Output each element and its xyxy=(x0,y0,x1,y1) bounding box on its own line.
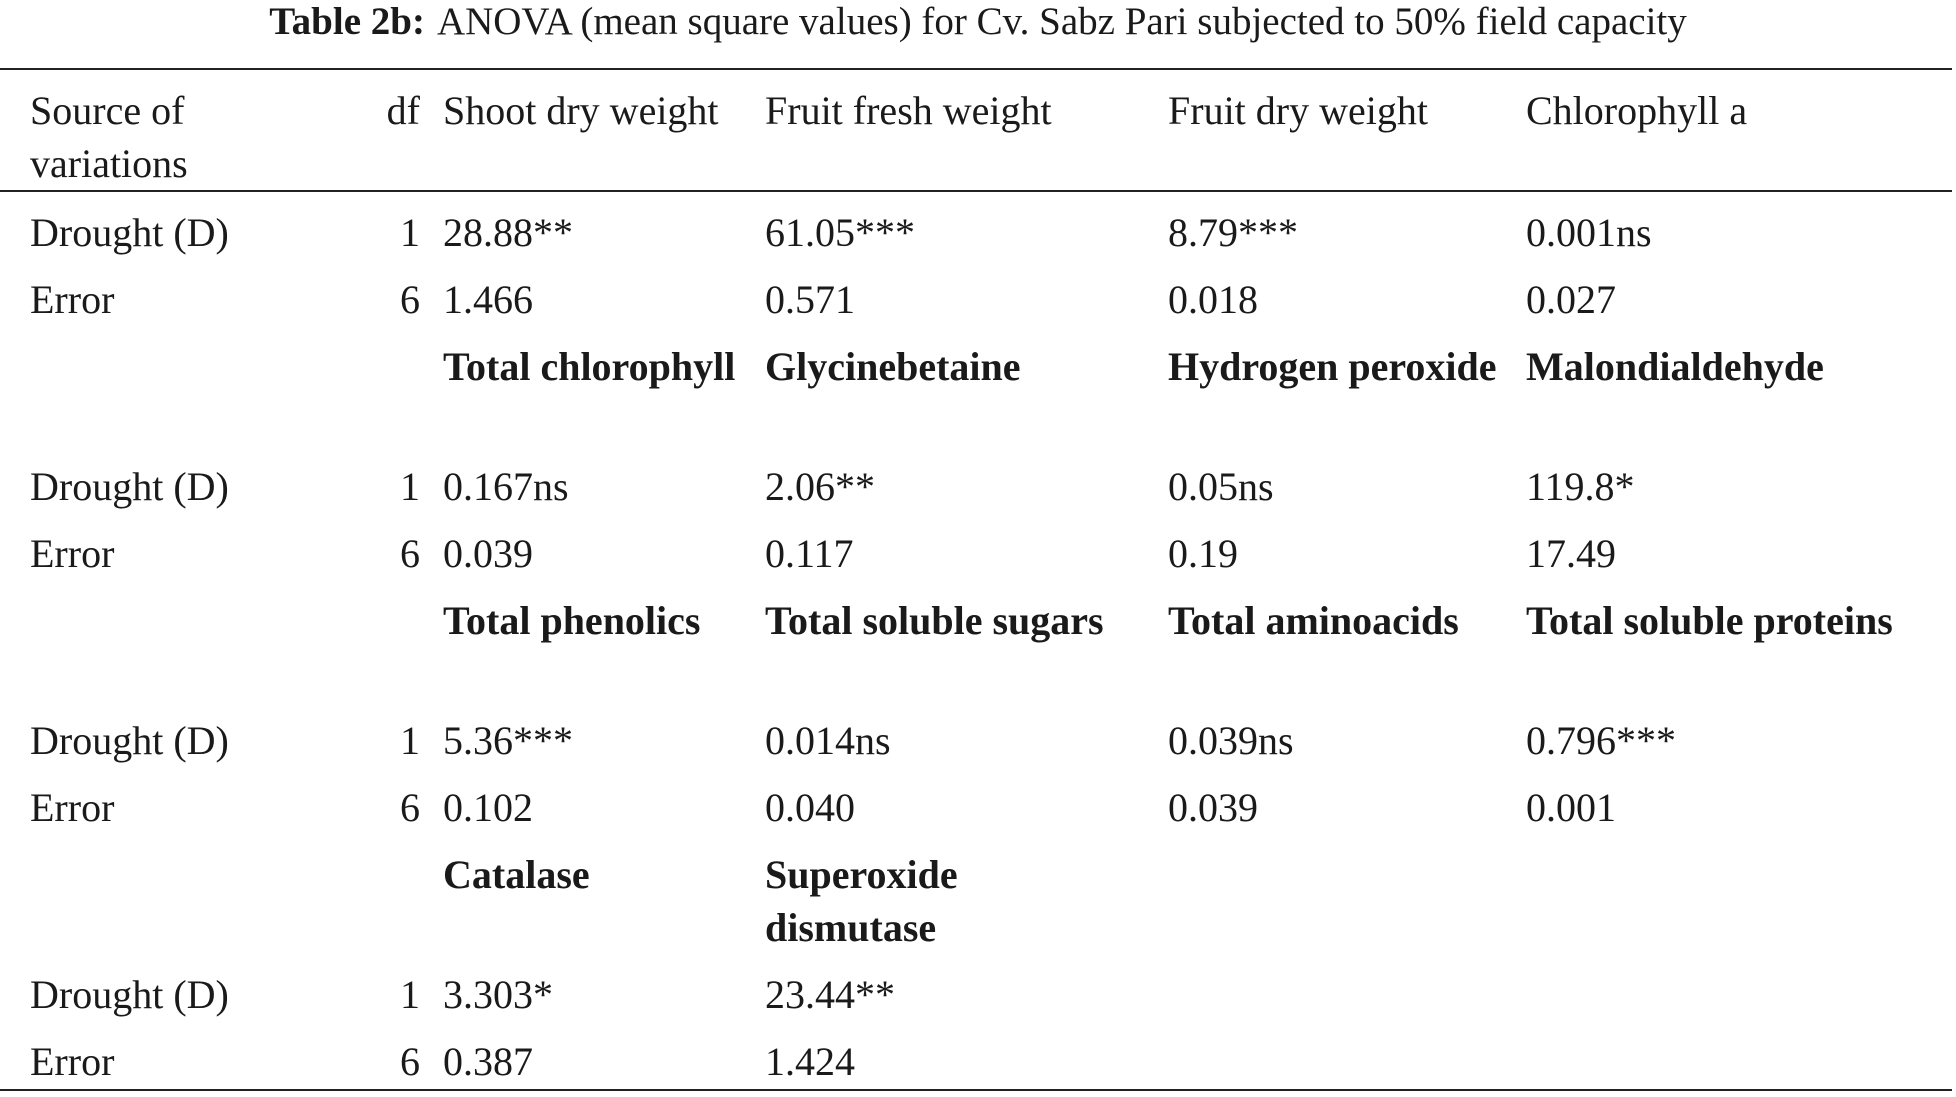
value-cell: 5.36*** xyxy=(443,718,573,763)
variable-heading: Total chlorophyll xyxy=(443,344,736,389)
value-cell: 0.001 xyxy=(1526,785,1616,830)
value-cell: 28.88** xyxy=(443,210,573,255)
header-cell: Source of variations xyxy=(30,88,188,186)
value-cell: 3.303* xyxy=(443,972,553,1017)
source-cell: Error xyxy=(30,277,115,322)
value-cell: 0.018 xyxy=(1168,277,1258,322)
bottom-rule xyxy=(0,1089,1952,1091)
df-cell: 1 xyxy=(400,464,420,509)
value-cell: 0.571 xyxy=(765,277,855,322)
value-cell: 0.039 xyxy=(443,531,533,576)
variable-heading: Glycinebetaine xyxy=(765,344,1021,389)
source-cell: Drought (D) xyxy=(30,718,229,763)
value-cell: 17.49 xyxy=(1526,531,1616,576)
header-cell: Shoot dry weight xyxy=(443,88,719,133)
value-cell: 119.8* xyxy=(1526,464,1635,509)
df-cell: 1 xyxy=(400,718,420,763)
source-cell: Drought (D) xyxy=(30,972,229,1017)
value-cell: 0.014ns xyxy=(765,718,891,763)
value-cell: 0.19 xyxy=(1168,531,1238,576)
variable-heading: Total aminoacids xyxy=(1168,598,1459,643)
df-cell: 6 xyxy=(400,1039,420,1084)
source-cell: Drought (D) xyxy=(30,210,229,255)
header-cell: Fruit fresh weight xyxy=(765,88,1052,133)
variable-heading: Total soluble sugars xyxy=(765,598,1104,643)
value-cell: 1.466 xyxy=(443,277,533,322)
value-cell: 0.796*** xyxy=(1526,718,1676,763)
top-rule xyxy=(0,68,1952,70)
df-cell: 1 xyxy=(400,210,420,255)
value-cell: 0.102 xyxy=(443,785,533,830)
header-cell: Chlorophyll a xyxy=(1526,88,1748,133)
value-cell: 0.387 xyxy=(443,1039,533,1084)
value-cell: 0.027 xyxy=(1526,277,1616,322)
variable-heading: Malondialdehyde xyxy=(1526,344,1824,389)
value-cell: 0.039 xyxy=(1168,785,1258,830)
header-rule xyxy=(0,190,1952,192)
value-cell: 1.424 xyxy=(765,1039,855,1084)
header-cell: Fruit dry weight xyxy=(1168,88,1428,133)
value-cell: 0.039ns xyxy=(1168,718,1294,763)
variable-heading: Hydrogen peroxide xyxy=(1168,344,1497,389)
variable-heading: Superoxide dismutase xyxy=(765,852,958,950)
source-cell: Error xyxy=(30,531,115,576)
source-cell: Error xyxy=(30,1039,115,1084)
caption-label: Table 2b: xyxy=(269,0,425,43)
value-cell: 61.05*** xyxy=(765,210,915,255)
value-cell: 0.040 xyxy=(765,785,855,830)
source-cell: Drought (D) xyxy=(30,464,229,509)
value-cell: 2.06** xyxy=(765,464,875,509)
caption-text: ANOVA (mean square values) for Cv. Sabz … xyxy=(436,0,1687,43)
value-cell: 0.167ns xyxy=(443,464,569,509)
variable-heading: Catalase xyxy=(443,852,590,897)
table-caption: Table 2b: ANOVA (mean square values) for … xyxy=(0,0,1956,44)
df-cell: 6 xyxy=(400,785,420,830)
source-cell: Error xyxy=(30,785,115,830)
df-cell: 6 xyxy=(400,277,420,322)
df-cell: 1 xyxy=(400,972,420,1017)
variable-heading: Total phenolics xyxy=(443,598,701,643)
df-cell: 6 xyxy=(400,531,420,576)
value-cell: 23.44** xyxy=(765,972,895,1017)
value-cell: 0.001ns xyxy=(1526,210,1652,255)
variable-heading: Total soluble proteins xyxy=(1526,598,1893,643)
value-cell: 0.05ns xyxy=(1168,464,1274,509)
value-cell: 8.79*** xyxy=(1168,210,1298,255)
header-cell: df xyxy=(386,88,420,133)
value-cell: 0.117 xyxy=(765,531,854,576)
